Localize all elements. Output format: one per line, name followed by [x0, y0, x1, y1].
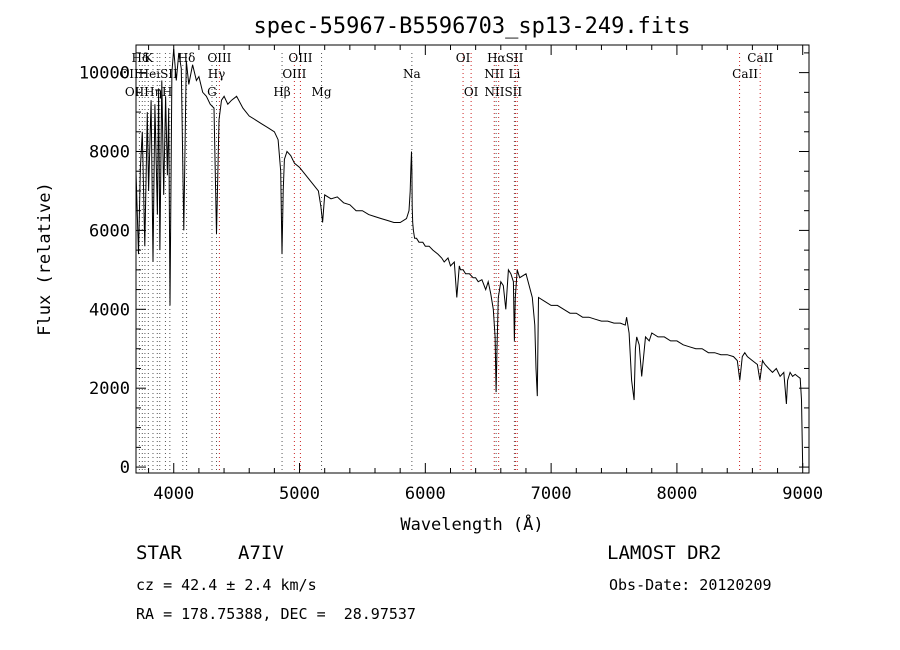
- line-label: OIIHeiSII: [119, 67, 178, 81]
- spectrum-line: [135, 48, 804, 468]
- line-label: Hβ: [273, 85, 290, 99]
- x-tick-label: 8000: [656, 484, 697, 504]
- y-tick-label: 6000: [89, 221, 130, 241]
- y-tick-label: 2000: [89, 379, 130, 399]
- line-label: HαSII: [487, 51, 524, 65]
- line-label: Mg: [312, 85, 332, 99]
- y-tick-label: 0: [120, 458, 130, 478]
- line-label: G: [207, 85, 217, 99]
- object-type: STAR: [136, 542, 182, 564]
- line-label: CaII: [747, 51, 773, 65]
- redshift-velocity: cz = 42.4 ± 2.4 km/s: [136, 576, 317, 594]
- line-label: OIII: [288, 51, 312, 65]
- y-axis-label: Flux (relative): [35, 182, 55, 336]
- line-label: K: [144, 51, 154, 65]
- y-tick-label: 4000: [89, 300, 130, 320]
- survey-name: LAMOST DR2: [607, 542, 722, 564]
- line-label: NIISII: [484, 85, 522, 99]
- plot-frame: [135, 44, 810, 474]
- observation-date: Obs-Date: 20120209: [609, 576, 772, 594]
- y-tick-label: 10000: [79, 64, 130, 84]
- line-label: NII: [484, 67, 504, 81]
- line-label: OI: [456, 51, 471, 65]
- y-tick-labels: 0 2000 4000 6000 8000 10000: [79, 64, 130, 478]
- sky-coordinates: RA = 178.75388, DEC = 28.97537: [136, 605, 416, 623]
- x-tick-label: 9000: [782, 484, 823, 504]
- line-label: OIII: [282, 67, 306, 81]
- x-tick-label: 7000: [531, 484, 572, 504]
- line-label: OIII: [207, 51, 231, 65]
- object-subclass: A7IV: [238, 542, 284, 564]
- x-tick-label: 6000: [405, 484, 446, 504]
- line-label: OI: [464, 85, 479, 99]
- line-label: Na: [403, 67, 421, 81]
- line-label: Hγ: [208, 67, 226, 81]
- x-axis-label: Wavelength (Å): [400, 513, 543, 535]
- line-label: OIIHηH: [125, 85, 172, 99]
- spectrum-series: [135, 48, 804, 468]
- axis-ticks: [136, 45, 809, 473]
- x-tick-label: 4000: [153, 484, 194, 504]
- line-label: Li: [508, 67, 520, 81]
- y-tick-label: 8000: [89, 143, 130, 163]
- x-tick-label: 5000: [279, 484, 320, 504]
- line-label: CaII: [732, 67, 758, 81]
- chart-title: spec-55967-B5596703_sp13-249.fits: [253, 14, 690, 39]
- line-label: Hδ: [178, 51, 196, 65]
- x-tick-labels: 4000 5000 6000 7000 8000 9000: [153, 484, 823, 504]
